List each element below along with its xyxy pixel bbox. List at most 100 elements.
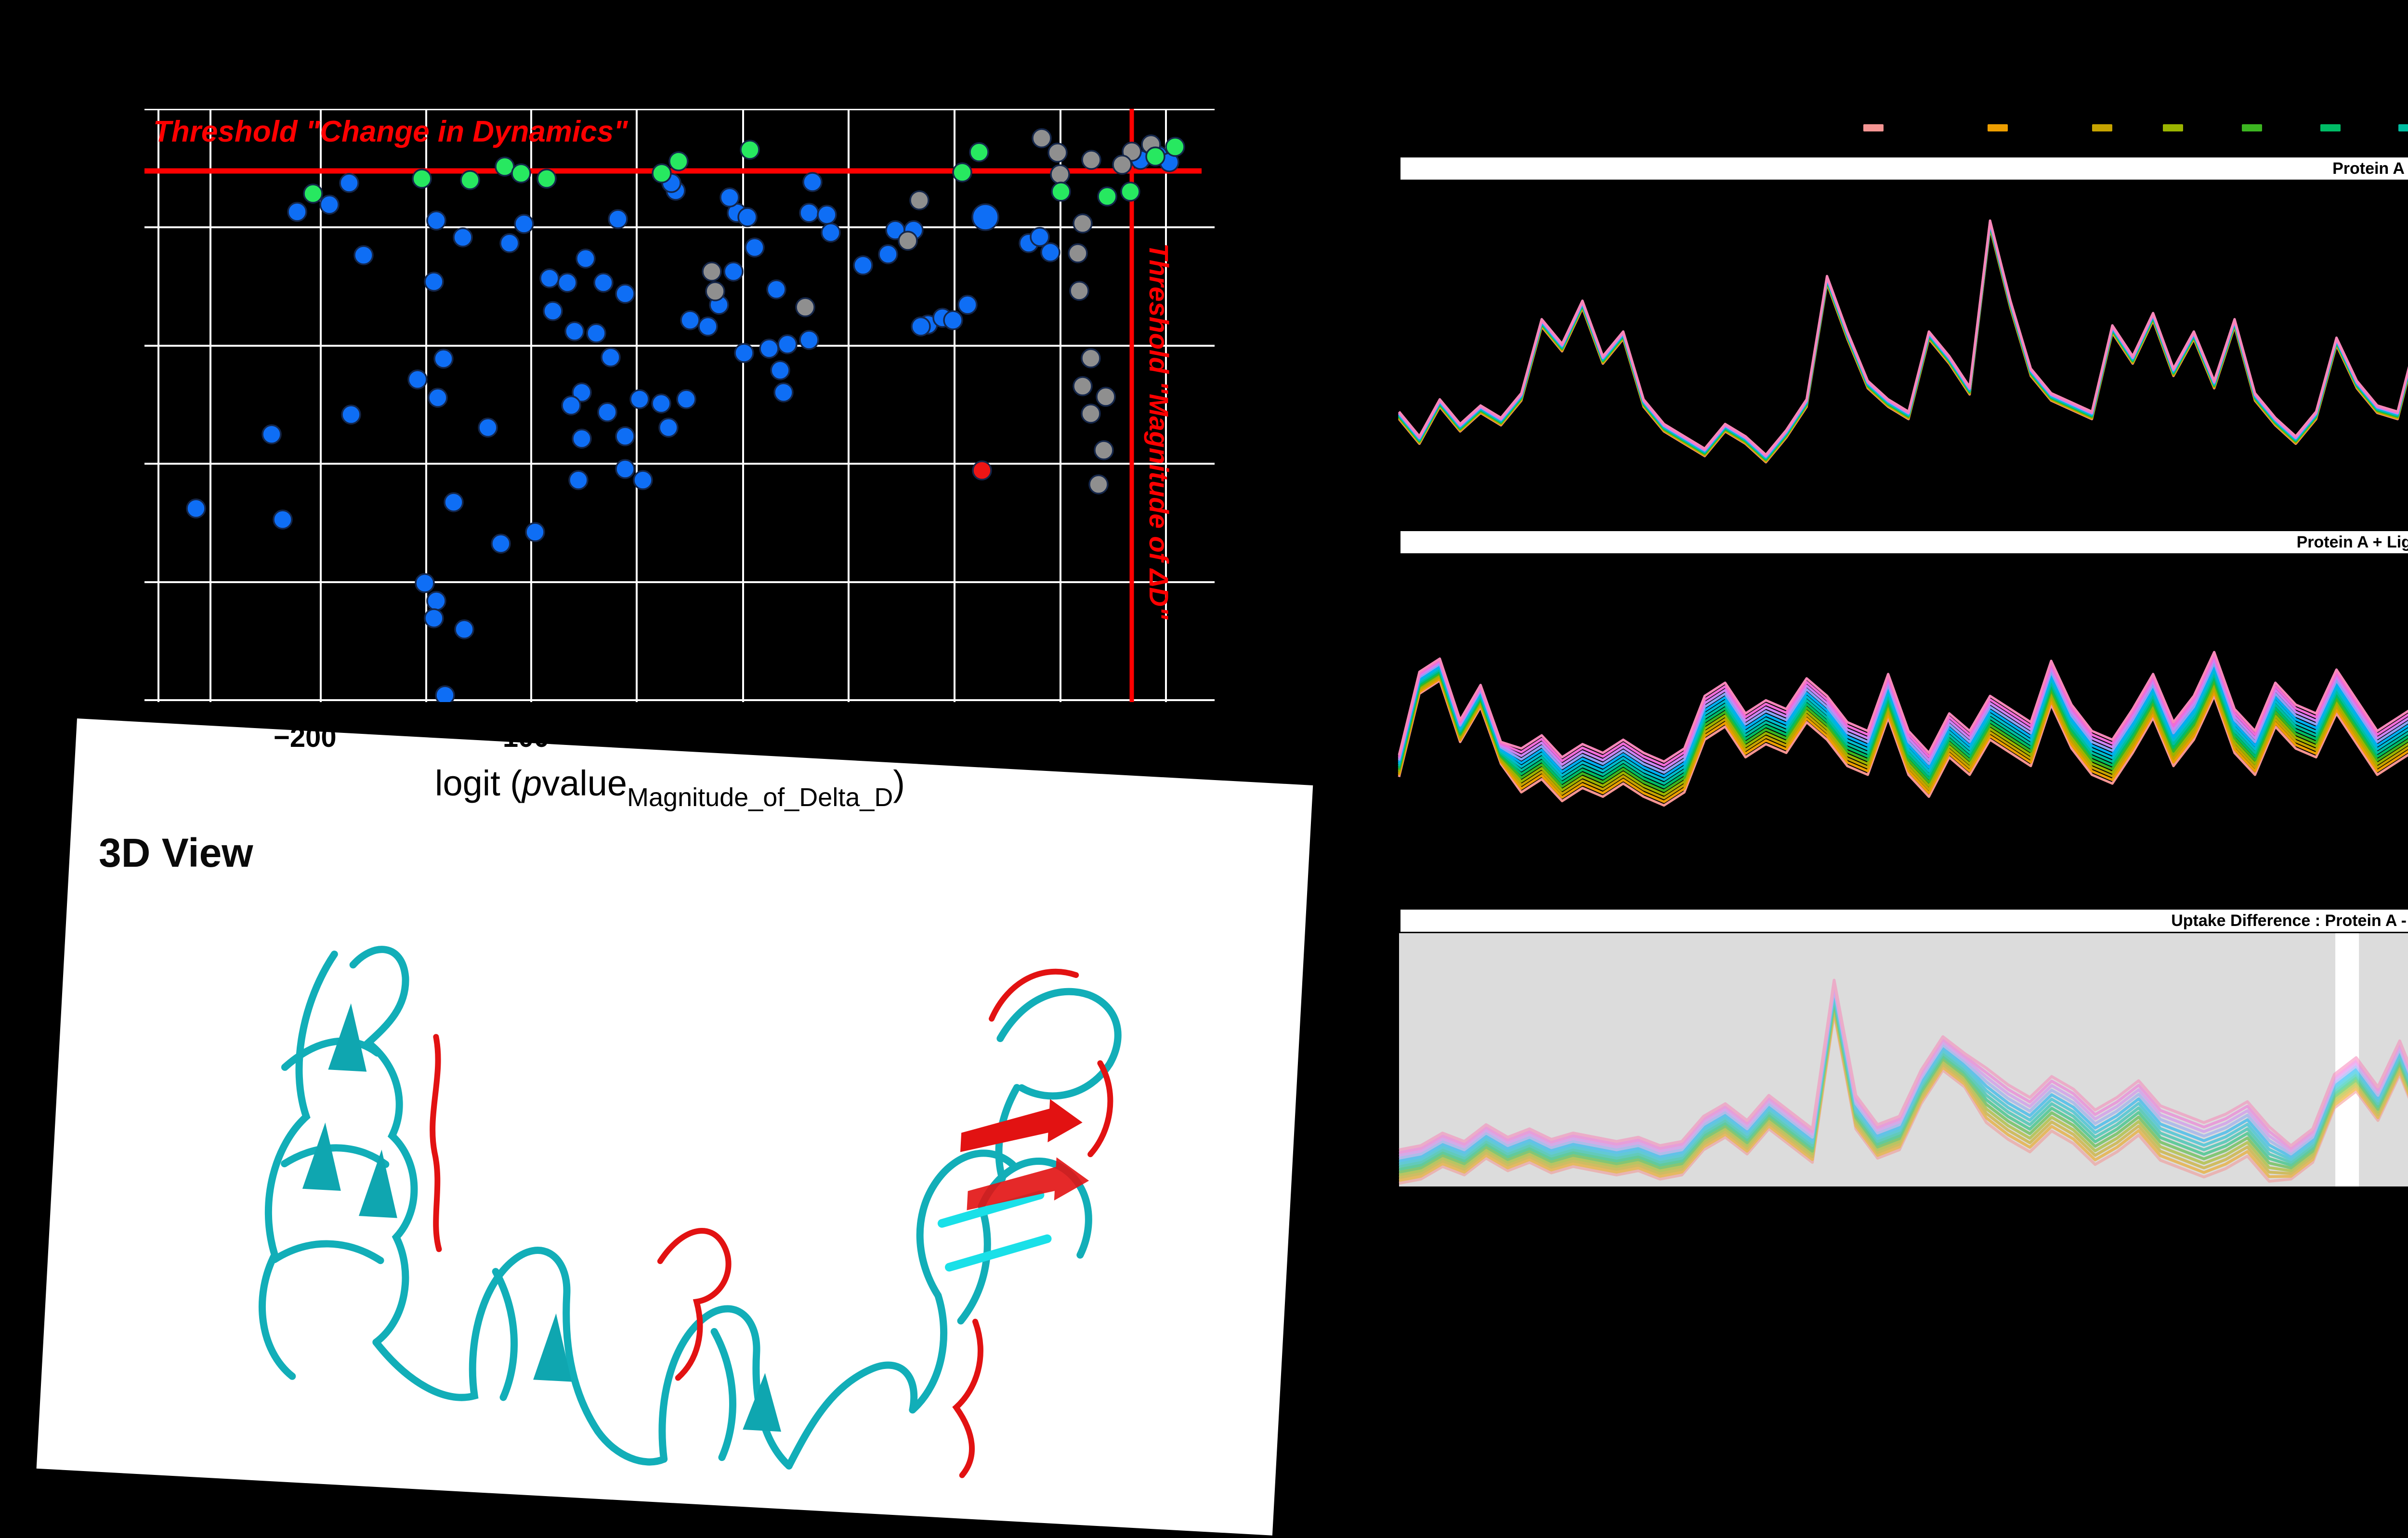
uptake-series-6[interactable] [1398, 608, 2408, 789]
uptake-series-1[interactable] [1399, 1012, 2408, 1185]
scatter-point-blue[interactable] [802, 172, 823, 192]
scatter-point-blue[interactable] [878, 244, 898, 264]
scatter-point-blue[interactable] [424, 608, 444, 628]
uptake-series-3[interactable] [1399, 1006, 2408, 1179]
scatter-point-green[interactable] [303, 183, 323, 204]
timepoint-legend[interactable] [1854, 124, 2408, 134]
scatter-point-blue[interactable] [341, 404, 361, 425]
uptake-series-8[interactable] [1398, 600, 2408, 782]
uptake-series-12[interactable] [1398, 586, 2408, 767]
uptake-series-2[interactable] [1398, 215, 2408, 541]
scatter-point-blue[interactable] [698, 316, 718, 337]
scatter-point-gray[interactable] [1068, 243, 1088, 263]
scatter-point-blue[interactable] [943, 310, 963, 330]
scatter-point-blue[interactable] [453, 227, 473, 248]
scatter-point-gray[interactable] [1032, 128, 1052, 148]
scatter-point-gray[interactable] [795, 297, 815, 317]
scatter-point-blue[interactable] [319, 195, 340, 215]
scatter-point-gray[interactable] [702, 261, 722, 282]
scatter-point-gray[interactable] [705, 281, 725, 301]
scatter-point-green[interactable] [511, 163, 531, 183]
scatter-point-blue[interactable] [745, 237, 765, 258]
uptake-series-9[interactable] [1399, 990, 2408, 1165]
scatter-point-blue[interactable] [766, 279, 786, 300]
scatter-point-blue[interactable] [572, 382, 592, 403]
scatter-point-blue[interactable] [543, 301, 563, 321]
scatter-point-blue[interactable] [576, 248, 596, 269]
scatter-point-blue[interactable] [339, 173, 359, 193]
scatter-point-gray[interactable] [1081, 348, 1101, 368]
scatter-point-blue[interactable] [428, 388, 448, 408]
uptake-series-1[interactable] [1398, 216, 2408, 554]
legend-dash-3[interactable] [2092, 124, 2112, 131]
scatter-point-green[interactable] [1097, 186, 1117, 207]
scatter-point-gray[interactable] [1112, 155, 1132, 175]
scatter-point-blue[interactable] [435, 685, 455, 702]
scatter-point-gray[interactable] [1073, 376, 1093, 396]
uptake-series-9[interactable] [1398, 211, 2408, 459]
scatter-point-blue[interactable] [1040, 242, 1060, 262]
scatter-point-gray[interactable] [898, 231, 918, 251]
uptake-series-12[interactable] [1399, 981, 2408, 1161]
scatter-point-blue[interactable] [444, 492, 464, 512]
uptake-series-7[interactable] [1398, 212, 2408, 473]
scatter-point-blue[interactable] [1030, 227, 1050, 247]
uptake-series-13[interactable] [1399, 978, 2408, 1160]
scatter-point-blue[interactable] [633, 470, 653, 490]
scatter-point-blue[interactable] [734, 343, 754, 363]
scatter-point-gray[interactable] [1069, 281, 1089, 301]
uptake-series-7[interactable] [1399, 995, 2408, 1168]
scatter-point-blue[interactable] [651, 393, 671, 414]
scatter-point-blue[interactable] [287, 202, 307, 222]
scatter-point-gray[interactable] [1047, 143, 1068, 163]
scatter-point-blue[interactable] [615, 284, 635, 304]
uptake-series-9[interactable] [1398, 597, 2408, 778]
scatter-point-blue[interactable] [658, 417, 679, 438]
scatter-point-gray[interactable] [1081, 404, 1101, 424]
scatter-point-blue[interactable] [773, 382, 794, 403]
scatter-point-green[interactable] [1165, 137, 1185, 157]
scatter-point-gray[interactable] [1088, 474, 1109, 495]
scatter-point-blue[interactable] [971, 203, 999, 231]
scatter-point-green[interactable] [1145, 146, 1165, 167]
scatter-point-blue[interactable] [770, 360, 790, 380]
scatter-point-gray[interactable] [1081, 150, 1101, 170]
uptake-series-10[interactable] [1398, 593, 2408, 774]
scatter-point-blue[interactable] [737, 207, 758, 227]
scatter-point-gray[interactable] [1094, 440, 1114, 460]
scatter-point-green[interactable] [740, 140, 760, 160]
legend-dash-1[interactable] [1863, 124, 1884, 131]
scatter-point-green[interactable] [668, 151, 689, 171]
scatter-point-blue[interactable] [680, 310, 700, 330]
uptake-series-7[interactable] [1398, 604, 2408, 785]
scatter-point-blue[interactable] [720, 187, 740, 208]
scatter-point-blue[interactable] [853, 255, 873, 275]
scatter-point-blue[interactable] [593, 273, 614, 293]
uptake-series-10[interactable] [1399, 987, 2408, 1163]
uptake-series-2[interactable] [1398, 622, 2408, 803]
uptake-series-8[interactable] [1399, 992, 2408, 1165]
scatter-point-blue[interactable] [572, 429, 592, 449]
scatter-point-blue[interactable] [676, 389, 696, 409]
scatter-point-blue[interactable] [799, 330, 819, 350]
scatter-point-gray[interactable] [1073, 213, 1093, 234]
uptake-series-13[interactable] [1398, 582, 2408, 763]
scatter-point-blue[interactable] [821, 222, 841, 243]
legend-dash-7[interactable] [2398, 124, 2408, 131]
scatter-point-gray[interactable] [909, 190, 929, 210]
uptake-series-3[interactable] [1398, 618, 2408, 799]
uptake-series-3[interactable] [1398, 214, 2408, 527]
scatter-point-blue[interactable] [759, 339, 779, 359]
scatter-point-blue[interactable] [426, 210, 446, 231]
scatter-point-blue[interactable] [597, 402, 617, 422]
uptake-series-4[interactable] [1398, 615, 2408, 796]
legend-dash-4[interactable] [2163, 124, 2183, 131]
scatter-point-blue[interactable] [723, 261, 744, 282]
scatter-point-blue[interactable] [957, 295, 978, 315]
uptake-series-4[interactable] [1398, 214, 2408, 514]
uptake-series-1[interactable] [1398, 626, 2408, 807]
uptake-series-13[interactable] [1398, 189, 2408, 456]
scatter-point-blue[interactable] [186, 498, 206, 519]
scatter-point-blue[interactable] [561, 395, 581, 416]
scatter-point-blue[interactable] [415, 573, 435, 593]
